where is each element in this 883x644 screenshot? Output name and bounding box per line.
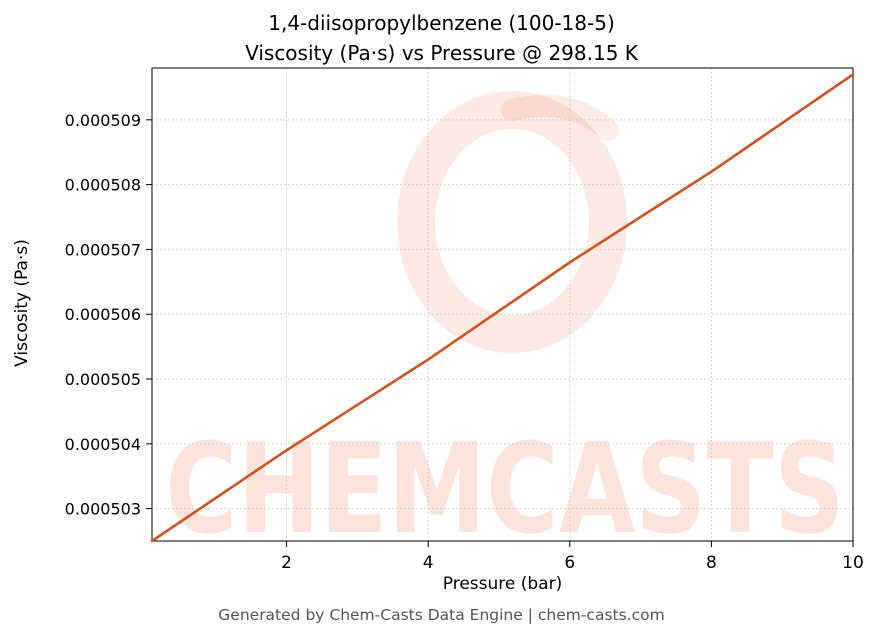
x-tick-label: 10: [842, 553, 864, 573]
y-tick-label: 0.000509: [65, 111, 141, 130]
viscosity-line-series: [150, 73, 855, 543]
x-tick-label: 8: [706, 553, 717, 573]
y-tick-label: 0.000508: [65, 176, 141, 195]
chart-title-line2: Viscosity (Pa·s) vs Pressure @ 298.15 K: [245, 41, 638, 65]
y-tick-label: 0.000507: [65, 240, 141, 259]
chemcasts-watermark: CHEMCASTS: [165, 91, 845, 562]
chart-title: 1,4-diisopropylbenzene (100-18-5) Viscos…: [0, 8, 883, 68]
watermark-text: CHEMCASTS: [165, 417, 845, 562]
y-tick-label: 0.000504: [65, 435, 141, 454]
x-tick-label: 6: [564, 553, 575, 573]
x-axis-label: Pressure (bar): [442, 574, 563, 594]
footer-attribution: Generated by Chem-Casts Data Engine | ch…: [218, 606, 665, 624]
watermark-ring-icon: [397, 91, 627, 353]
x-tick-label: 4: [423, 553, 434, 573]
y-tick-label: 0.000505: [65, 370, 141, 389]
y-tick-label: 0.000503: [65, 500, 141, 519]
y-tick-label: 0.000506: [65, 305, 141, 324]
x-tick-label: 2: [281, 553, 292, 573]
y-axis-label: Viscosity (Pa·s): [12, 239, 32, 367]
chart-title-line1: 1,4-diisopropylbenzene (100-18-5): [268, 11, 615, 35]
watermark-ring-tail-icon: [501, 94, 619, 141]
axes-frame: [151, 67, 854, 542]
